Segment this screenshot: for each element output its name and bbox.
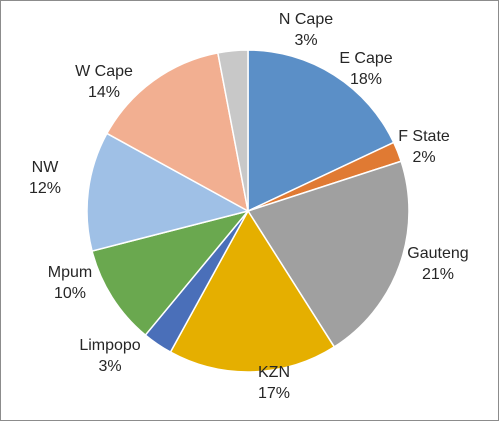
data-label-percent: 3% (294, 32, 317, 49)
data-label-name: N Cape (279, 11, 333, 28)
data-label-name: Mpum (48, 264, 92, 281)
data-label-name: Gauteng (407, 245, 468, 262)
data-label-n-cape: N Cape 3% (279, 11, 333, 49)
slice-nw (86, 132, 251, 252)
slice-e-cape (247, 49, 395, 213)
data-label-percent: 18% (350, 71, 382, 88)
data-label-percent: 12% (29, 180, 61, 197)
pie-labels: E Cape 18% F State 2% Gauteng 21% KZN 17% Limpop… (29, 11, 469, 402)
data-label-name: Limpopo (79, 337, 140, 354)
data-label-name: KZN (258, 364, 290, 381)
slice-w-cape (105, 51, 250, 213)
data-label-name: E Cape (339, 50, 392, 67)
data-label-percent: 14% (88, 84, 120, 101)
data-label-mpum: Mpum 10% (48, 264, 92, 302)
data-label-w-cape: W Cape 14% (75, 63, 133, 101)
data-label-limpopo: Limpopo 3% (79, 337, 140, 375)
slice-kzn (169, 209, 336, 373)
slice-gauteng (246, 160, 410, 348)
data-label-kzn: KZN 17% (258, 364, 290, 402)
slice-n-cape (216, 49, 249, 212)
data-label-nw: NW 12% (29, 159, 61, 197)
data-label-percent: 2% (412, 149, 435, 166)
data-label-name: F State (398, 128, 450, 145)
data-label-gauteng: Gauteng 21% (407, 245, 468, 283)
data-label-percent: 3% (98, 358, 121, 375)
data-label-percent: 21% (422, 266, 454, 283)
data-label-percent: 17% (258, 385, 290, 402)
data-label-f-state: F State 2% (398, 128, 450, 166)
data-label-name: NW (32, 159, 60, 176)
pie-slices (86, 49, 410, 373)
data-label-name: W Cape (75, 63, 133, 80)
slice-mpum (91, 209, 251, 337)
data-label-e-cape: E Cape 18% (339, 50, 392, 88)
data-label-percent: 10% (54, 285, 86, 302)
